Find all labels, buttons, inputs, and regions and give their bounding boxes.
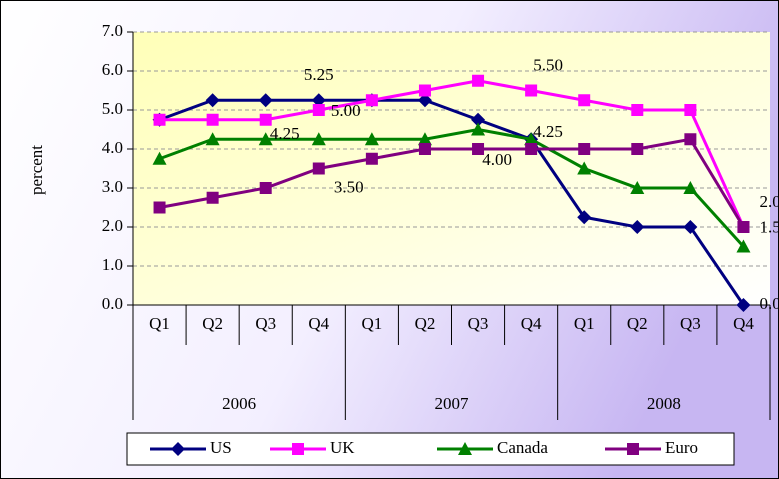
data-point: [631, 104, 644, 116]
data-label: 1.50: [759, 217, 779, 236]
x-tick-label: Q1: [149, 314, 170, 333]
data-point: [630, 181, 645, 194]
data-point: [205, 132, 220, 146]
data-point: [418, 143, 431, 155]
data-point: [205, 93, 220, 108]
legend-marker: [171, 442, 185, 456]
data-label: 3.50: [334, 177, 364, 196]
data-point: [258, 93, 273, 108]
data-point: [471, 122, 486, 136]
data-point: [152, 151, 167, 165]
data-point: [206, 191, 219, 204]
data-point: [153, 113, 166, 126]
x-tick-label: Q1: [574, 314, 595, 333]
y-tick-label: 5.0: [102, 99, 123, 118]
series-line: [159, 137, 745, 228]
data-label: 5.25: [304, 65, 334, 84]
data-point: [259, 182, 272, 194]
year-label: 2007: [435, 394, 470, 413]
y-tick-label: 2.0: [102, 216, 123, 235]
data-label: 5.50: [533, 55, 563, 74]
data-point: [417, 132, 432, 146]
data-point: [736, 298, 751, 312]
legend-label: US: [210, 438, 232, 457]
data-point: [578, 94, 591, 107]
data-point: [365, 152, 378, 165]
data-label: 4.25: [270, 124, 300, 143]
x-tick-label: Q3: [680, 314, 701, 333]
data-label: 4.25: [533, 122, 563, 141]
data-point: [364, 132, 379, 146]
data-label: 4.00: [482, 150, 512, 169]
data-point: [577, 161, 592, 175]
x-tick-label: Q3: [468, 314, 489, 333]
data-point: [153, 201, 166, 214]
data-point: [311, 132, 326, 146]
data-point: [471, 112, 486, 127]
data-point: [418, 84, 431, 97]
series-line: [159, 127, 745, 248]
x-tick-label: Q4: [308, 314, 329, 333]
data-point: [206, 113, 219, 126]
y-axis-label: percent: [27, 145, 46, 195]
data-point: [577, 210, 592, 225]
data-point: [417, 93, 432, 108]
year-label: 2006: [222, 394, 256, 413]
data-point: [525, 84, 538, 97]
legend-label: Euro: [665, 438, 698, 457]
y-tick-label: 1.0: [102, 255, 123, 274]
data-point: [683, 181, 698, 194]
x-tick-label: Q2: [627, 314, 648, 333]
legend-label: Canada: [497, 438, 548, 457]
data-point: [524, 132, 539, 146]
x-tick-label: Q2: [202, 314, 223, 333]
data-point: [365, 94, 378, 107]
data-point: [631, 143, 644, 155]
y-tick-label: 3.0: [102, 177, 123, 196]
x-tick-label: Q4: [521, 314, 542, 333]
data-point: [525, 143, 538, 155]
x-tick-label: Q2: [415, 314, 436, 333]
y-tick-label: 4.0: [102, 138, 123, 157]
data-point: [683, 220, 698, 234]
data-point: [684, 104, 697, 116]
legend-label: UK: [330, 438, 355, 457]
data-point: [736, 239, 751, 253]
year-label: 2008: [647, 394, 681, 413]
x-tick-label: Q1: [361, 314, 382, 333]
data-point: [472, 143, 485, 155]
data-point: [578, 143, 591, 155]
data-point: [630, 220, 645, 234]
legend-marker: [627, 443, 639, 455]
plot-area: [133, 32, 770, 305]
y-tick-label: 6.0: [102, 60, 123, 79]
data-point: [684, 133, 697, 146]
data-point: [312, 104, 325, 116]
data-label: 2.00: [759, 192, 779, 211]
legend-marker: [458, 442, 472, 455]
y-tick-label: 0.0: [102, 294, 123, 313]
data-point: [737, 221, 750, 233]
x-tick-label: Q3: [255, 314, 276, 333]
data-point: [312, 162, 325, 175]
series-line: [159, 79, 745, 228]
data-point: [259, 113, 272, 126]
data-point: [472, 74, 485, 87]
data-point: [258, 132, 273, 146]
legend-marker: [292, 443, 304, 455]
series-line: [159, 98, 745, 306]
data-label: 5.00: [331, 101, 361, 120]
data-label: 0.00: [759, 294, 779, 313]
x-tick-label: Q4: [733, 314, 754, 333]
y-tick-label: 7.0: [102, 21, 123, 40]
data-point: [311, 93, 326, 108]
